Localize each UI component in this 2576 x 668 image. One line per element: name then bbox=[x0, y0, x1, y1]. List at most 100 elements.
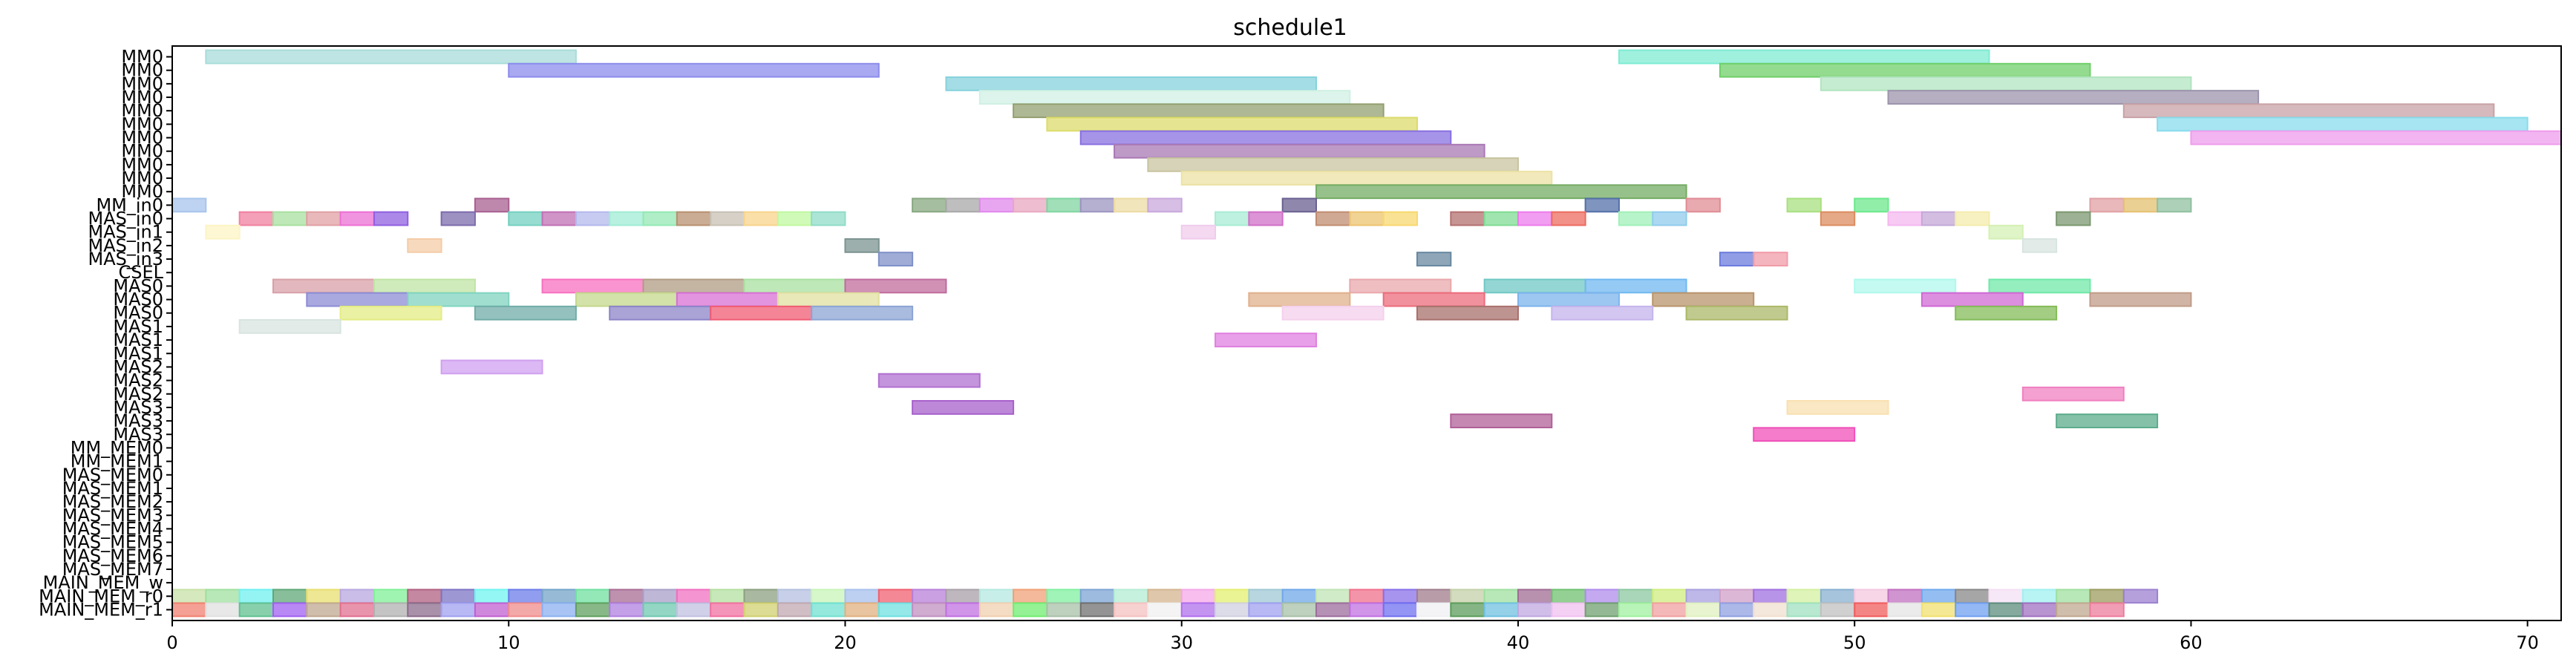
task-bar bbox=[205, 589, 241, 604]
task-bar bbox=[1349, 211, 1385, 226]
task-bar bbox=[440, 211, 476, 226]
task-bar bbox=[1315, 602, 1351, 618]
task-bar bbox=[844, 602, 880, 618]
task-bar bbox=[777, 292, 880, 307]
task-bar bbox=[1955, 305, 2058, 321]
task-bar bbox=[1281, 197, 1318, 213]
task-bar bbox=[743, 211, 779, 226]
task-bar bbox=[238, 602, 274, 618]
task-bar bbox=[2021, 386, 2125, 402]
task-bar bbox=[474, 305, 577, 321]
task-bar bbox=[2056, 602, 2091, 618]
y-tick-label: MAS3 bbox=[113, 410, 163, 431]
task-bar bbox=[676, 589, 712, 604]
task-bar bbox=[373, 589, 409, 604]
task-bar bbox=[1248, 602, 1284, 618]
task-bar bbox=[205, 602, 241, 618]
task-bar bbox=[1013, 589, 1048, 604]
task-bar bbox=[575, 292, 678, 307]
task-bar bbox=[2056, 211, 2091, 226]
y-tick-label: MAIN_MEM_r0 bbox=[39, 586, 163, 606]
task-bar bbox=[2089, 589, 2125, 604]
task-bar bbox=[1349, 589, 1385, 604]
task-bar bbox=[2056, 589, 2091, 604]
task-bar bbox=[743, 602, 779, 618]
task-bar bbox=[272, 602, 308, 618]
task-bar bbox=[1988, 278, 2091, 294]
y-tick-label: MAS_in1 bbox=[88, 222, 163, 243]
task-bar bbox=[1416, 589, 1452, 604]
y-tick-label: MM_MEM1 bbox=[71, 451, 163, 472]
task-bar bbox=[474, 602, 510, 618]
y-tick-label: MAS1 bbox=[113, 343, 163, 364]
task-bar bbox=[1955, 602, 1990, 618]
task-bar bbox=[238, 319, 341, 334]
task-bar bbox=[1079, 197, 1116, 213]
task-bar bbox=[306, 292, 409, 307]
task-bar bbox=[945, 197, 981, 213]
task-bar bbox=[1719, 589, 1755, 604]
task-bar bbox=[978, 90, 1351, 105]
x-tick-label: 70 bbox=[2516, 632, 2539, 653]
task-bar bbox=[1046, 602, 1082, 618]
task-bar bbox=[1281, 305, 1385, 321]
task-bar bbox=[877, 589, 914, 604]
task-bar bbox=[945, 589, 981, 604]
y-tick-label: MM0 bbox=[121, 128, 163, 148]
task-bar bbox=[1281, 589, 1318, 604]
y-tick-label: MAS_MEM0 bbox=[62, 465, 163, 485]
task-bar bbox=[912, 589, 947, 604]
x-axis: 0 10 20 30 40 50 60 70 bbox=[166, 620, 2539, 653]
task-bar bbox=[1281, 602, 1318, 618]
y-tick-label: MAS0 bbox=[113, 289, 163, 310]
task-bar bbox=[2089, 292, 2192, 307]
task-bar bbox=[2056, 413, 2159, 429]
task-bar bbox=[373, 211, 409, 226]
task-bar bbox=[440, 359, 543, 375]
task-bar bbox=[575, 211, 611, 226]
task-bar bbox=[1584, 589, 1620, 604]
task-bar bbox=[1215, 333, 1318, 347]
task-bar bbox=[1147, 197, 1183, 213]
y-tick-label: MAS_in0 bbox=[88, 209, 163, 229]
task-bar bbox=[1013, 602, 1048, 618]
task-bar bbox=[1079, 130, 1452, 145]
task-bar bbox=[609, 211, 644, 226]
task-bar bbox=[1685, 589, 1721, 604]
task-bar bbox=[1652, 589, 1687, 604]
y-tick-label: MAS0 bbox=[113, 275, 163, 296]
task-bar bbox=[306, 211, 341, 226]
task-bar bbox=[1685, 602, 1721, 618]
task-bar bbox=[2021, 602, 2058, 618]
task-bar bbox=[1382, 211, 1418, 226]
task-bar bbox=[1483, 589, 1519, 604]
task-bar bbox=[1551, 602, 1586, 618]
y-tick-label: MM0 bbox=[121, 154, 163, 175]
task-bar bbox=[676, 292, 779, 307]
task-bar bbox=[1215, 602, 1250, 618]
task-bar bbox=[205, 49, 577, 65]
task-bar bbox=[877, 602, 914, 618]
task-bar bbox=[1920, 211, 1957, 226]
task-bar bbox=[777, 602, 813, 618]
y-tick-label: MAS2 bbox=[113, 356, 163, 377]
task-bar bbox=[339, 211, 375, 226]
task-bar bbox=[1483, 211, 1519, 226]
task-bar bbox=[407, 292, 510, 307]
y-tick-label: MAS_MEM4 bbox=[62, 518, 163, 539]
task-bar bbox=[978, 589, 1015, 604]
y-tick-label: MM0 bbox=[121, 100, 163, 121]
task-bar bbox=[1887, 602, 1923, 618]
task-bar bbox=[1854, 278, 1957, 294]
task-bar bbox=[777, 589, 813, 604]
y-tick-label: MM0 bbox=[121, 141, 163, 162]
y-tick-label: MAS_MEM6 bbox=[62, 546, 163, 566]
task-bar bbox=[743, 589, 779, 604]
task-bar bbox=[912, 602, 947, 618]
task-bar bbox=[1887, 90, 2260, 105]
task-bar bbox=[1887, 589, 1923, 604]
task-bar bbox=[1820, 76, 2192, 91]
task-bar bbox=[440, 589, 476, 604]
task-bar bbox=[1820, 602, 1856, 618]
x-tick-label: 40 bbox=[1507, 632, 1530, 653]
